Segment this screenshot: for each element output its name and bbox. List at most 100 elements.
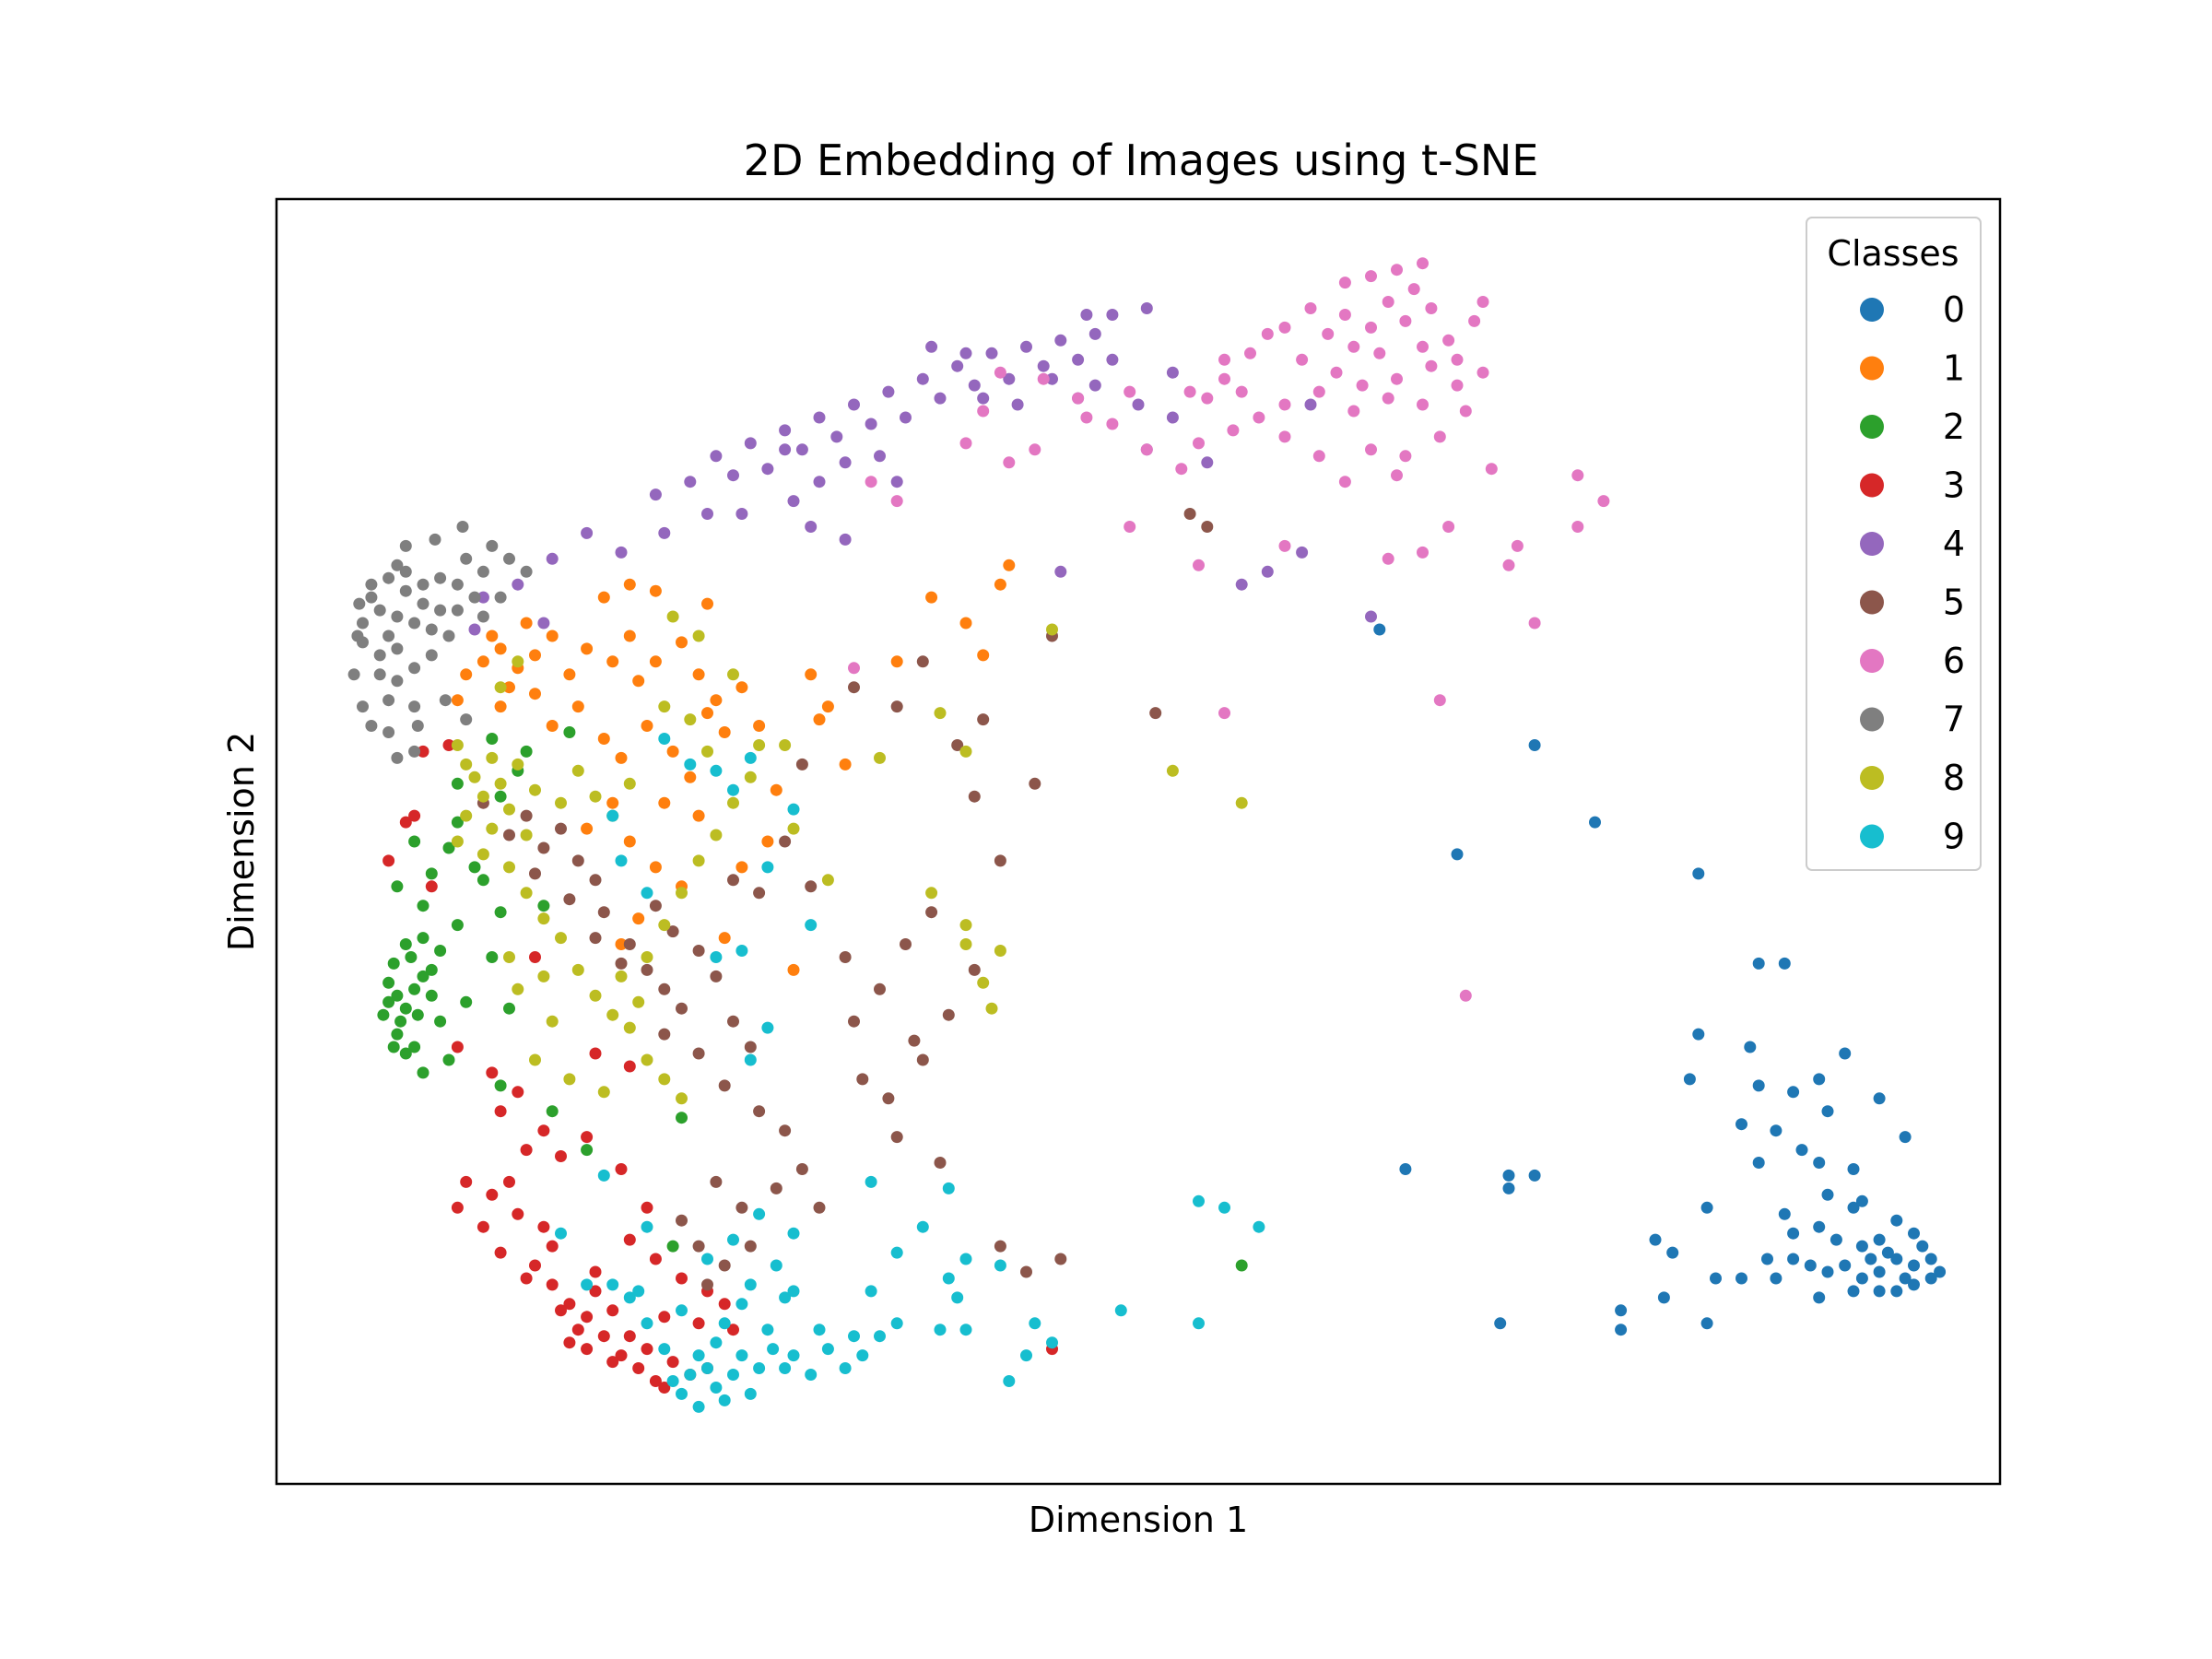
- point-class-4-59: [1235, 578, 1248, 591]
- point-class-4-28: [977, 392, 990, 405]
- point-class-0-2: [1924, 1272, 1937, 1285]
- point-class-2-27: [442, 841, 455, 854]
- point-class-7-48: [494, 591, 507, 604]
- point-class-5-65: [1020, 1265, 1032, 1278]
- point-class-5-40: [848, 1015, 860, 1028]
- series-1: [451, 559, 1016, 976]
- point-class-0-45: [1821, 1105, 1834, 1118]
- point-class-1-13: [632, 675, 645, 688]
- plot-background: [276, 199, 2000, 1484]
- point-class-8-57: [934, 707, 947, 720]
- point-class-7-46: [365, 720, 378, 732]
- point-class-1-51: [761, 835, 774, 848]
- series-8: [451, 610, 1248, 1105]
- point-class-8-37: [727, 796, 739, 809]
- point-class-3-24: [494, 1246, 507, 1259]
- point-class-9-27: [874, 1330, 886, 1343]
- point-class-6-15: [1356, 379, 1369, 392]
- point-class-4-0: [649, 488, 662, 501]
- point-class-9-8: [692, 1349, 705, 1362]
- point-class-1-42: [821, 700, 834, 713]
- point-class-0-44: [1787, 1086, 1800, 1099]
- point-class-0-10: [1916, 1240, 1929, 1253]
- point-class-2-3: [382, 976, 395, 989]
- point-class-2-14: [399, 938, 412, 950]
- point-class-9-25: [839, 1362, 852, 1374]
- point-class-9-57: [1003, 1375, 1016, 1387]
- point-class-0-33: [1813, 1157, 1826, 1169]
- point-class-3-51: [382, 854, 395, 867]
- point-class-6-36: [1451, 379, 1464, 392]
- point-class-2-39: [676, 1112, 688, 1124]
- point-class-2-38: [581, 1144, 594, 1157]
- point-class-9-29: [848, 1330, 860, 1343]
- point-class-9-5: [701, 1362, 713, 1374]
- point-class-4-46: [537, 617, 550, 629]
- point-class-8-1: [468, 771, 481, 783]
- point-class-6-0: [1338, 309, 1351, 321]
- point-class-9-2: [710, 1382, 723, 1394]
- point-class-6-53: [959, 437, 972, 450]
- point-class-5-1: [503, 829, 515, 841]
- point-class-9-69: [787, 803, 800, 816]
- point-class-9-62: [1193, 1194, 1205, 1207]
- point-class-2-19: [417, 1066, 429, 1079]
- point-class-4-1: [684, 476, 697, 488]
- point-class-4-51: [1106, 309, 1119, 321]
- point-class-3-39: [649, 1253, 662, 1265]
- point-class-6-65: [1485, 463, 1498, 476]
- point-class-6-61: [1218, 372, 1230, 385]
- point-class-0-46: [1744, 1041, 1757, 1053]
- point-class-4-25: [1106, 353, 1119, 366]
- point-class-8-42: [658, 700, 671, 713]
- point-class-3-50: [399, 816, 412, 829]
- point-class-5-10: [623, 938, 636, 950]
- point-class-5-67: [1183, 508, 1196, 520]
- legend-marker-4: [1860, 532, 1884, 556]
- points-layer: [347, 257, 1947, 1413]
- point-class-5-54: [848, 681, 860, 694]
- point-class-9-58: [1020, 1349, 1032, 1362]
- point-class-0-56: [1528, 1169, 1541, 1182]
- point-class-6-30: [1253, 411, 1265, 424]
- legend-label-7: 7: [1943, 700, 1965, 740]
- point-class-1-27: [623, 835, 636, 848]
- legend-marker-9: [1860, 824, 1884, 849]
- point-class-3-32: [520, 1144, 533, 1157]
- point-class-2-31: [477, 874, 489, 887]
- point-class-4-20: [1020, 340, 1032, 353]
- point-class-0-39: [1700, 1201, 1713, 1214]
- point-class-5-12: [658, 982, 671, 995]
- point-class-8-0: [460, 758, 473, 771]
- point-class-3-34: [555, 1150, 567, 1162]
- point-class-7-37: [399, 539, 412, 552]
- point-class-6-55: [1029, 443, 1041, 456]
- point-class-2-7: [405, 951, 418, 963]
- point-class-8-66: [977, 976, 990, 989]
- point-class-6-14: [1330, 366, 1343, 379]
- point-class-8-7: [529, 783, 541, 796]
- point-class-3-1: [581, 1311, 594, 1324]
- point-class-7-16: [365, 578, 378, 591]
- point-class-4-14: [916, 372, 929, 385]
- point-class-7-5: [399, 584, 412, 597]
- point-class-2-35: [460, 995, 473, 1008]
- point-class-1-55: [529, 688, 541, 700]
- point-class-4-9: [830, 430, 843, 443]
- point-class-5-9: [597, 906, 610, 919]
- point-class-6-79: [848, 662, 860, 675]
- point-class-6-49: [1072, 392, 1085, 405]
- point-class-8-17: [477, 848, 489, 861]
- point-class-0-68: [1615, 1304, 1628, 1317]
- point-class-9-41: [865, 1175, 877, 1188]
- chart-title: 2D Embedding of Images using t-SNE: [744, 135, 1539, 185]
- point-class-5-16: [649, 900, 662, 912]
- point-class-6-42: [1312, 450, 1325, 463]
- point-class-8-45: [563, 1073, 576, 1086]
- point-class-7-32: [408, 700, 421, 713]
- point-class-2-0: [391, 989, 404, 1002]
- point-class-1-44: [890, 655, 903, 668]
- point-class-5-13: [676, 1002, 688, 1015]
- point-class-5-32: [676, 1214, 688, 1227]
- point-class-9-15: [623, 1291, 636, 1304]
